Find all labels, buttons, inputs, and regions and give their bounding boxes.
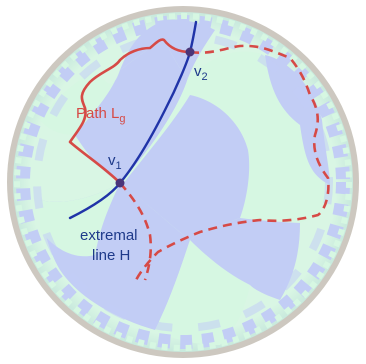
extremal-line-label-line2: line H [92,247,130,264]
vertex-v2-label: v2 [194,63,208,83]
vertex-v1 [115,178,125,188]
boundary-tiles [14,13,352,351]
path-lg-solid [68,38,191,184]
tile-blue-right [265,55,330,185]
tile-blue-center [122,95,250,240]
vertex-v1-label: v1 [108,152,122,172]
vertex-v2 [185,47,195,57]
tile-green-lower [155,240,250,345]
tile-blue-lower-right [190,218,300,300]
path-label: Path Lg [76,105,126,125]
path-lg-dashed [119,44,330,283]
tiling [14,13,352,351]
extremal-line-label-line1: extremal [80,227,138,244]
tile-blue-upper-left [75,42,188,183]
tile-green-upper-left [40,70,120,135]
extremal-line-h [68,20,198,220]
